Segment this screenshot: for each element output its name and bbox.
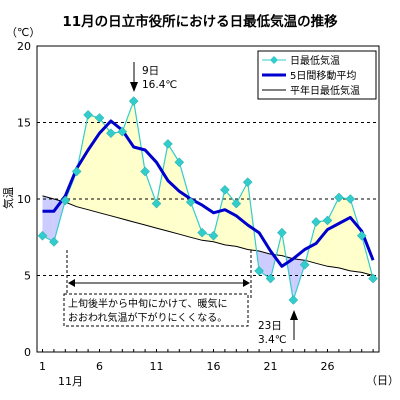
chart-title: 11月の日立市役所における日最低気温の推移 [62, 13, 338, 30]
daily-point-19 [242, 177, 253, 188]
daily-point-14 [185, 197, 196, 207]
min-arrow-head [290, 310, 298, 320]
note-line-1: 上旬後半から中旬にかけて、暖気に [68, 297, 228, 310]
daily-point-4 [71, 166, 82, 177]
daily-point-18 [231, 198, 242, 209]
area-segment-9 [133, 101, 146, 225]
daily-point-8 [117, 126, 128, 137]
y-unit-label: （℃） [6, 26, 40, 39]
x-tick-label-11: 11 [150, 360, 164, 373]
area-segment-28 [350, 199, 362, 273]
daily-point-9 [128, 96, 139, 106]
daily-point-26 [322, 215, 333, 226]
y-tick-label-0: 0 [24, 346, 31, 359]
max-value-label: 16.4℃ [142, 79, 177, 91]
area-segment-12 [167, 143, 180, 235]
daily-point-24 [299, 259, 310, 270]
daily-point-15 [197, 227, 207, 238]
daily-point-28 [345, 194, 356, 204]
area-segment-27 [338, 197, 351, 271]
daily-point-29 [356, 230, 367, 241]
max-day-label: 9日 [142, 65, 159, 77]
daily-point-17 [220, 184, 230, 195]
max-annotation: 9日 16.4℃ [130, 62, 177, 92]
x-tick-label-6: 6 [96, 360, 103, 373]
legend-label-normal: 平年日最低気温 [290, 84, 360, 97]
y-axis-label: 気温 [1, 187, 15, 209]
x-tick-label-1: 1 [39, 360, 46, 373]
daily-point-1 [37, 230, 48, 241]
period-arrow-left [68, 279, 75, 287]
daily-point-22 [277, 227, 287, 238]
max-arrow-head [130, 82, 138, 92]
y-tick-label-15: 15 [17, 117, 31, 130]
daily-point-27 [334, 192, 344, 203]
daily-point-25 [311, 217, 321, 227]
daily-point-13 [174, 157, 185, 168]
area-segment-10 [145, 171, 157, 229]
y-tick-label-10: 10 [17, 193, 31, 206]
min-day-label: 23日 [258, 320, 282, 332]
note-box [63, 293, 249, 327]
area-segment-7 [110, 131, 123, 219]
x-tick-label-26: 26 [321, 360, 335, 373]
area-segment-5 [88, 114, 100, 213]
daily-point-23 [288, 295, 299, 305]
series-line-normal [42, 195, 374, 276]
daily-point-21 [265, 273, 276, 284]
x-unit-label: （日） [366, 374, 399, 387]
area-segment-1 [42, 195, 54, 242]
area-segment-11 [156, 143, 168, 232]
daily-point-30 [368, 273, 378, 284]
y-tick-label-20: 20 [17, 40, 31, 53]
daily-point-16 [208, 230, 219, 241]
daily-point-5 [83, 109, 93, 120]
daily-point-7 [106, 128, 116, 139]
area-segment-13 [179, 162, 191, 238]
series-line-moving-avg [42, 119, 375, 268]
area-fill-layer [42, 101, 374, 300]
daily-point-6 [94, 113, 105, 123]
min-value-label: 3.4℃ [258, 334, 287, 346]
legend-label-moving-avg: 5日間移動平均 [290, 69, 356, 82]
grid-layer [37, 122, 379, 276]
daily-point-20 [254, 266, 264, 276]
y-tick-label-5: 5 [24, 270, 31, 283]
daily-point-10 [140, 166, 150, 177]
month-label: 11月 [58, 375, 83, 388]
area-segment-6 [99, 117, 111, 216]
period-annotation: 上旬後半から中旬にかけて、暖気に おおわれ気温が下がりにくくなる。 [63, 250, 252, 327]
min-annotation: 23日 3.4℃ [258, 310, 298, 346]
legend: 日最低気温 5日間移動平均 平年日最低気温 [257, 50, 377, 100]
daily-point-12 [163, 139, 173, 149]
daily-point-2 [49, 236, 59, 247]
note-line-2: おおわれ気温が下がりにくくなる。 [68, 311, 227, 324]
x-tick-label-21: 21 [264, 360, 278, 373]
daily-point-11 [151, 198, 162, 209]
x-tick-label-16: 16 [207, 360, 221, 373]
legend-marker-daily [270, 56, 278, 64]
daily-point-3 [60, 195, 71, 206]
period-arrow-right [243, 279, 250, 287]
legend-label-daily: 日最低気温 [290, 54, 340, 67]
area-segment-4 [76, 114, 89, 210]
series-layer [37, 96, 378, 305]
